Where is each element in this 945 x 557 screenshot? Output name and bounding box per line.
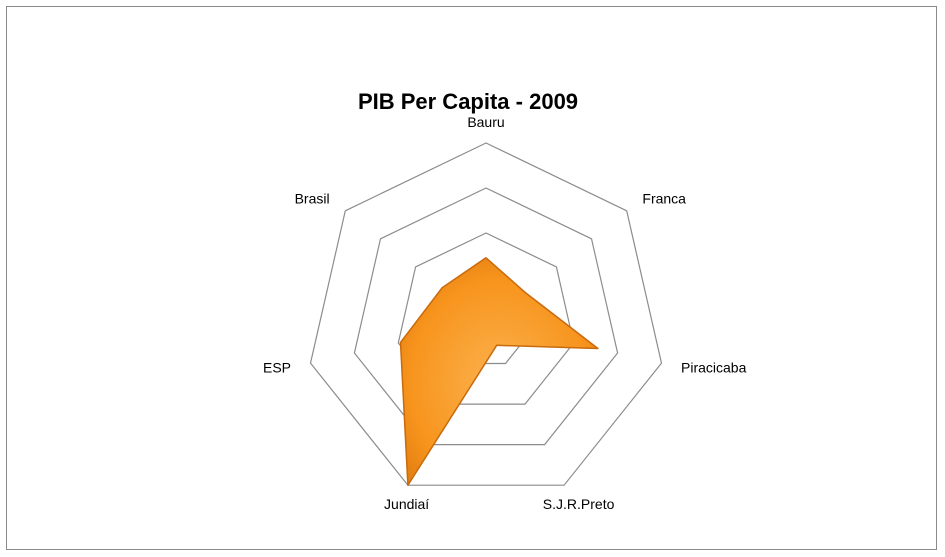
grid-ring-2 — [397, 232, 575, 405]
category-label: ESP — [263, 360, 291, 376]
category-labels: Bauru Franca Piracicaba S.J.R.Preto Jundiaí E… — [263, 114, 747, 512]
grid-ring-4 — [309, 142, 663, 486]
radar-series — [399, 257, 599, 486]
category-label: Bauru — [467, 114, 504, 130]
category-label: Piracicaba — [681, 360, 747, 376]
category-label: S.J.R.Preto — [543, 496, 615, 512]
category-label: Franca — [642, 190, 686, 206]
chart-title: PIB Per Capita - 2009 — [358, 89, 578, 114]
series-area-0 — [399, 257, 599, 486]
category-label: Brasil — [295, 190, 330, 206]
category-label: Jundiaí — [384, 496, 429, 512]
grid-ring-3 — [353, 187, 619, 446]
